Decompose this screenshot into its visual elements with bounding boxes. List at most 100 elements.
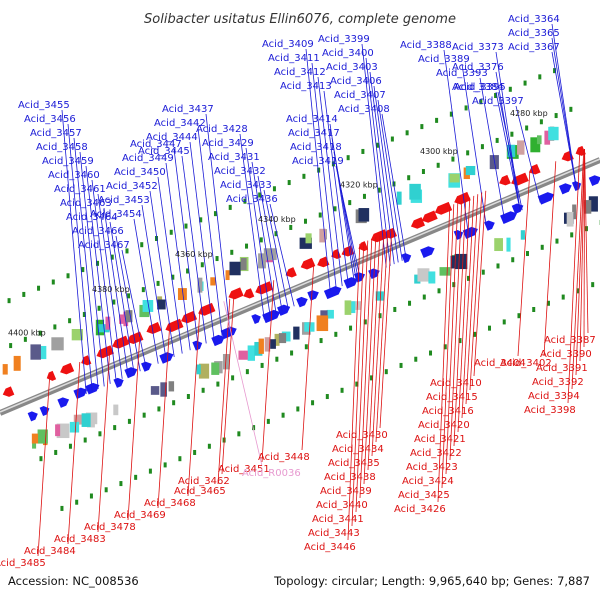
- reverse-gene-label: Acid_3443: [308, 528, 360, 539]
- scale-tick: [451, 156, 455, 162]
- forward-gene-label: Acid_3461: [54, 184, 106, 195]
- forward-gene-arrow-shape: [159, 352, 174, 364]
- leader-line: [465, 194, 479, 405]
- reverse-gene-arrow: [181, 310, 198, 324]
- forward-gene-arrow-shape: [277, 304, 291, 316]
- scale-tick: [215, 256, 219, 262]
- forward-gene-arrow: [277, 304, 291, 316]
- reverse-gene-arrow: [112, 335, 130, 349]
- leader-line: [181, 155, 207, 344]
- scale-tick: [22, 291, 26, 297]
- reverse-cog-block: [2, 364, 8, 375]
- reverse-gene-label: Acid_3390: [540, 349, 592, 360]
- leader-line: [515, 105, 541, 203]
- reverse-gene-arrow-shape: [255, 281, 274, 295]
- reverse-gene-arrow: [358, 241, 369, 252]
- scale-tick: [213, 211, 217, 217]
- leader-line: [335, 165, 361, 279]
- forward-gene-arrow-shape: [113, 377, 124, 388]
- scale-tick: [9, 343, 13, 349]
- scale-tick: [148, 468, 152, 474]
- leader-line: [257, 175, 283, 312]
- scale-tick: [525, 125, 529, 131]
- leader-line: [449, 200, 463, 461]
- forward-cog-block: [196, 364, 201, 375]
- forward-gene-label: Acid_3432: [214, 166, 266, 177]
- leader-line: [301, 263, 315, 451]
- scale-tick: [193, 449, 197, 455]
- forward-gene-arrow: [571, 181, 582, 191]
- forward-cog-block: [439, 267, 451, 276]
- scale-tick: [201, 387, 205, 393]
- forward-gene-arrow: [39, 406, 50, 417]
- forward-gene-label: Acid_3436: [226, 194, 278, 205]
- scale-tick: [23, 336, 27, 342]
- forward-gene-label: Acid_3456: [24, 114, 76, 125]
- reverse-gene-label: Acid_3391: [536, 363, 588, 374]
- forward-gene-label: Acid_3373: [452, 42, 504, 53]
- scale-tick: [355, 381, 359, 387]
- forward-gene-arrow: [159, 352, 174, 364]
- forward-gene-arrow: [500, 211, 517, 224]
- forward-gene-label: Acid_3367: [508, 42, 560, 53]
- forward-cog-block: [281, 331, 291, 342]
- kbp-label: 4300 kbp: [420, 147, 458, 156]
- reverse-gene-arrow-shape: [421, 210, 438, 223]
- leader-line: [187, 311, 201, 497]
- leader-line: [457, 197, 471, 433]
- reverse-gene-arrow: [421, 210, 438, 223]
- scale-tick: [511, 257, 515, 263]
- forward-cog-block: [265, 339, 276, 349]
- forward-gene-label: Acid_3384: [452, 82, 504, 93]
- leader-line: [305, 48, 331, 292]
- scale-tick: [39, 456, 43, 462]
- reverse-cog-block: [105, 316, 111, 330]
- leader-line: [323, 90, 349, 284]
- forward-cog-block: [37, 429, 48, 444]
- scale-tick: [230, 249, 234, 255]
- forward-gene-arrow: [484, 220, 495, 231]
- reverse-gene-arrow-shape: [146, 322, 162, 334]
- leader-line: [584, 149, 589, 334]
- leader-line: [461, 63, 487, 226]
- reverse-gene-label: Acid_3478: [84, 522, 136, 533]
- leader-line: [571, 149, 585, 390]
- kbp-label: 4320 kbp: [340, 181, 378, 190]
- forward-cog-block: [566, 211, 574, 227]
- reverse-gene-arrow: [96, 345, 114, 359]
- scale-tick: [517, 313, 521, 319]
- forward-gene-arrow: [323, 286, 342, 300]
- leader-line: [517, 172, 531, 357]
- forward-gene-label: Acid_3389: [418, 54, 470, 65]
- leader-line: [359, 238, 373, 499]
- scale-tick: [452, 282, 456, 288]
- reverse-gene-label: Acid_3440: [316, 500, 368, 511]
- forward-gene-label: Acid_3447: [130, 139, 182, 150]
- leader-line: [551, 37, 577, 188]
- forward-gene-arrow: [141, 361, 152, 372]
- reverse-cog-block: [548, 126, 559, 141]
- scale-tick: [199, 217, 203, 223]
- forward-cog-block: [113, 404, 119, 416]
- scale-tick: [281, 412, 285, 418]
- forward-gene-label: Acid_3463: [60, 198, 112, 209]
- scale-tick: [443, 344, 447, 350]
- scale-tick: [243, 198, 247, 204]
- leader-line: [575, 149, 585, 376]
- scale-tick: [422, 294, 426, 300]
- accession-text: Accession: NC_008536: [8, 574, 139, 588]
- leader-line: [369, 71, 395, 265]
- reverse-gene-arrow: [228, 287, 244, 300]
- reverse-cog-block: [319, 228, 326, 243]
- scale-tick: [113, 425, 117, 431]
- leader-line: [377, 99, 403, 261]
- reverse-gene-label: Acid_3435: [328, 458, 380, 469]
- scale-tick: [290, 350, 294, 356]
- forward-gene-label: Acid_3411: [268, 53, 320, 64]
- forward-gene-label: Acid_3413: [280, 81, 332, 92]
- forward-gene-arrow-shape: [571, 181, 582, 191]
- scale-tick: [361, 148, 365, 154]
- leader-line: [263, 189, 289, 309]
- forward-gene-label: Acid_3458: [36, 142, 88, 153]
- leader-line: [97, 193, 123, 379]
